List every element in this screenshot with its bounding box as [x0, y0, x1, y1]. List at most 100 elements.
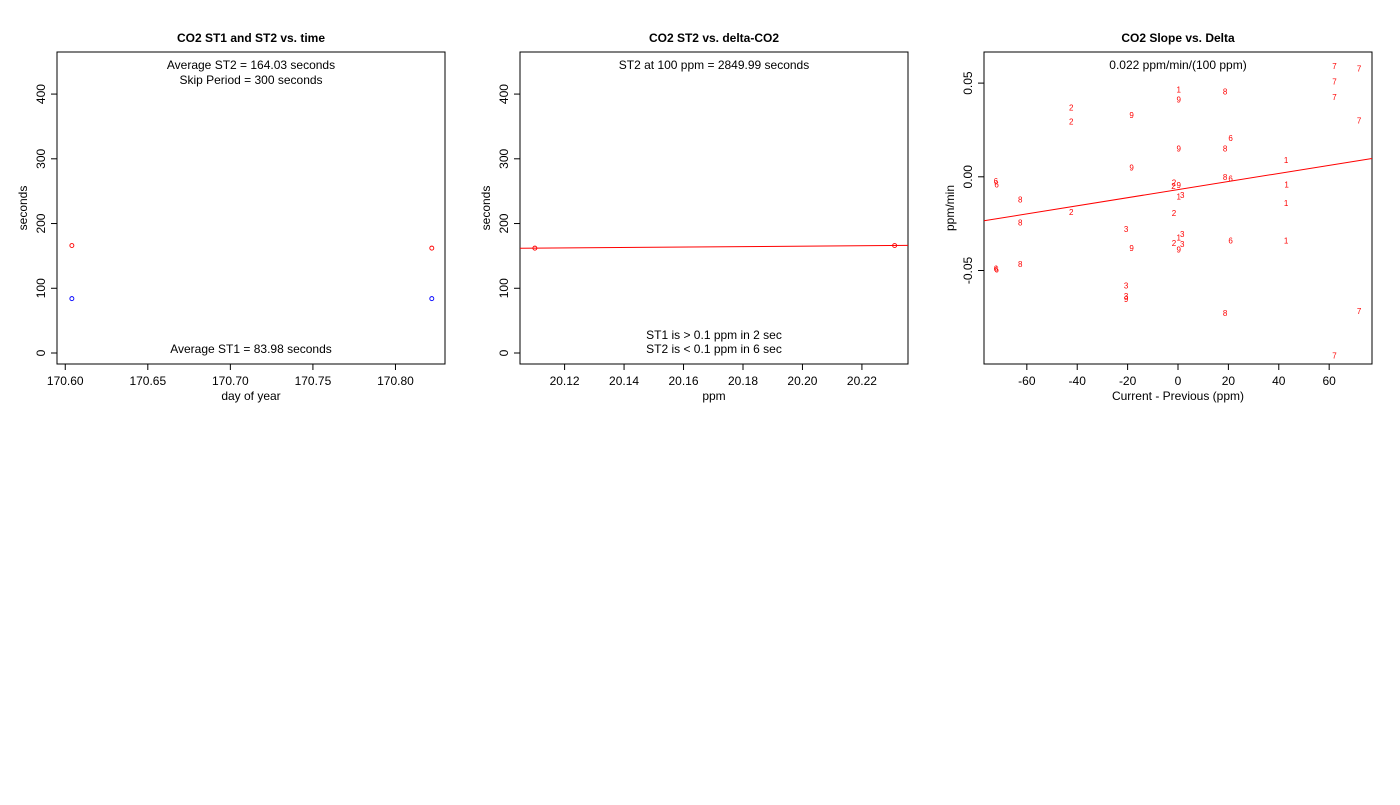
- panel-time-title: CO2 ST1 and ST2 vs. time: [177, 31, 325, 45]
- panel-slope-data-point-label: 8: [1223, 309, 1228, 318]
- panel-slope-ylabel: ppm/min: [943, 185, 957, 231]
- panel-slope-y-tick-label: 0.05: [961, 71, 975, 95]
- panel-time-y-tick-label: 0: [34, 349, 48, 356]
- panel-delta-y-tick-label: 200: [497, 213, 511, 233]
- panel-delta-st2-note: ST2 is < 0.1 ppm in 6 sec: [646, 342, 782, 356]
- panel-slope-data-point-label: 9: [1177, 245, 1182, 254]
- panel-slope-data-point-label: 3: [1124, 225, 1129, 234]
- panel-time-avg-st1: Average ST1 = 83.98 seconds: [170, 342, 332, 356]
- panel-slope-data-point-label: 9: [1129, 111, 1134, 120]
- panel-delta-y-tick-label: 100: [497, 278, 511, 298]
- panel-slope-data-point-label: 7: [1332, 77, 1337, 86]
- panel-slope: CO2 Slope vs. Delta Current - Previous (…: [943, 31, 1373, 403]
- panel-slope-data-point-label: 6: [994, 265, 999, 274]
- panel-slope-x-tick-label: 0: [1175, 374, 1182, 388]
- panel-slope-xlabel: Current - Previous (ppm): [1112, 389, 1244, 403]
- panel-slope-data-point-label: 3: [1124, 281, 1129, 290]
- panel-delta-data-point: [532, 245, 538, 251]
- panel-delta-x-tick-label: 20.16: [669, 374, 699, 388]
- panel-slope-data-point-label: 1: [1284, 237, 1289, 246]
- panel-delta-x-tick-label: 20.20: [787, 374, 817, 388]
- panel-slope-data-point-label: 3: [1124, 292, 1129, 301]
- panel-time-y-tick-label: 200: [34, 213, 48, 233]
- panel-slope-data-point-label: 6: [994, 180, 999, 189]
- panel-delta-ylabel: seconds: [479, 186, 493, 231]
- panel-delta-y-tick-label: 400: [497, 84, 511, 104]
- panel-delta-xlabel: ppm: [702, 389, 725, 403]
- panel-slope-data-point-label: 2: [1172, 178, 1177, 187]
- panel-slope-data-point-label: 2: [1172, 239, 1177, 248]
- panel-slope-y-tick-label: -0.05: [961, 256, 975, 284]
- panel-time-marks: 170.60 170.65 170.70 170.75 170.80 0 100 200 300…: [34, 84, 435, 388]
- panel-delta-x-tick-label: 20.22: [847, 374, 877, 388]
- panel-delta-st2-at-100: ST2 at 100 ppm = 2849.99 seconds: [619, 58, 809, 72]
- panel-time-xlabel: day of year: [221, 389, 280, 403]
- panel-slope-data-point-label: 6: [1228, 134, 1233, 143]
- panel-time-x-tick-label: 170.75: [295, 374, 332, 388]
- panel-slope-x-tick-label: 60: [1322, 374, 1336, 388]
- panel-slope-data-point-label: 9: [1129, 244, 1134, 253]
- panel-slope-data-point-label: 2: [1172, 209, 1177, 218]
- panel-time-x-tick-label: 170.65: [129, 374, 166, 388]
- panel-slope-title: CO2 Slope vs. Delta: [1121, 31, 1235, 45]
- panel-slope-data-point-label: 2: [1069, 117, 1074, 126]
- panel-time: CO2 ST1 and ST2 vs. time day of year sec…: [16, 31, 446, 403]
- panel-time-avg-st2: Average ST2 = 164.03 seconds: [167, 58, 335, 72]
- panel-delta-marks: 20.12 20.14 20.16 20.18 20.20 20.22 0 100 200 300…: [497, 84, 909, 388]
- panel-slope-data-point-label: 7: [1357, 307, 1362, 316]
- panel-time-x-tick-label: 170.70: [212, 374, 249, 388]
- panel-slope-data-point-label: 2: [1069, 104, 1074, 113]
- panel-delta-x-tick-label: 20.12: [550, 374, 580, 388]
- panel-slope-x-tick-label: 40: [1272, 374, 1286, 388]
- panel-delta-plot-box: [519, 51, 909, 365]
- panel-slope-data-point-label: 8: [1018, 260, 1023, 269]
- panel-slope-x-tick-label: -20: [1119, 374, 1137, 388]
- panel-slope-data-point-label: 9: [1177, 144, 1182, 153]
- panel-slope-data-point-label: 8: [1223, 144, 1228, 153]
- panel-slope-data-point-label: 7: [1332, 62, 1337, 71]
- panel-slope-data-point-label: 7: [1332, 93, 1337, 102]
- panel-time-data-point: [69, 296, 75, 302]
- panel-slope-data-point-label: 9: [1124, 295, 1129, 304]
- panel-slope-data-point-label: 9: [1177, 95, 1182, 104]
- panel-time-y-tick-label: 300: [34, 148, 48, 168]
- panel-slope-data-point-label: 6: [1228, 175, 1233, 184]
- panel-time-y-tick-label: 400: [34, 84, 48, 104]
- panel-delta-x-tick-label: 20.14: [609, 374, 639, 388]
- panel-slope-data-point-label: 3: [1180, 230, 1185, 239]
- panel-slope-slope-text: 0.022 ppm/min/(100 ppm): [1109, 58, 1246, 72]
- panel-time-data-point: [429, 245, 435, 251]
- panel-slope-data-point-label: 1: [1177, 234, 1182, 243]
- panel-slope-data-point-label: 2: [1069, 208, 1074, 217]
- panel-slope-data-point-label: 1: [1177, 192, 1182, 201]
- panel-slope-x-tick-label: -40: [1069, 374, 1087, 388]
- panel-slope-data-point-label: 7: [1332, 351, 1337, 360]
- panel-delta-y-tick-label: 300: [497, 148, 511, 168]
- panel-time-ylabel: seconds: [16, 186, 30, 231]
- panel-delta-st1-note: ST1 is > 0.1 ppm in 2 sec: [646, 328, 782, 342]
- panel-time-data-point: [69, 243, 75, 248]
- panel-delta-data-point: [892, 243, 898, 248]
- panel-time-data-point: [429, 296, 435, 302]
- panel-time-y-tick-label: 100: [34, 278, 48, 298]
- panel-slope-data-point-label: 8: [1223, 88, 1228, 97]
- panel-time-x-tick-label: 170.60: [47, 374, 84, 388]
- panel-delta-title: CO2 ST2 vs. delta-CO2: [649, 31, 779, 45]
- panel-slope-data-point-label: 7: [1357, 116, 1362, 125]
- panel-slope-data-point-label: 2: [1171, 182, 1176, 191]
- panel-slope-data-point-label: 7: [1357, 64, 1362, 73]
- panel-slope-fit-line: [983, 157, 1373, 222]
- panel-delta-y-tick-label: 0: [497, 349, 511, 356]
- panel-slope-data-point-label: 8: [1018, 195, 1023, 204]
- panel-time-skip-period: Skip Period = 300 seconds: [179, 73, 322, 87]
- panel-slope-data-point-label: 6: [994, 177, 999, 186]
- panel-slope-y-tick-label: 0.00: [961, 165, 975, 189]
- panel-slope-x-tick-label: 20: [1222, 374, 1236, 388]
- panel-slope-data-point-label: 8: [1223, 173, 1228, 182]
- panel-delta: CO2 ST2 vs. delta-CO2 ppm seconds ST2 at…: [479, 31, 909, 403]
- panel-slope-x-tick-label: -60: [1018, 374, 1036, 388]
- panel-delta-fit-line: [519, 244, 909, 249]
- panel-time-plot-box: [56, 51, 446, 365]
